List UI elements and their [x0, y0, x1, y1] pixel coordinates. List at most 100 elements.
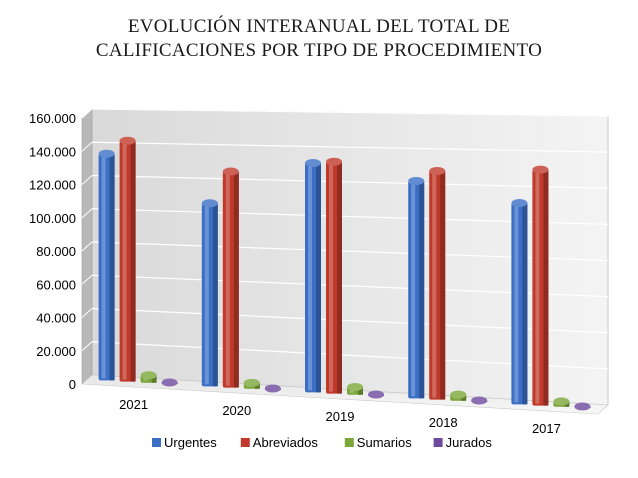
- gridline-side: [81, 241, 93, 252]
- bar-shade: [461, 394, 467, 401]
- bar-top: [201, 199, 218, 208]
- bar-top: [222, 167, 239, 176]
- bar-highlight: [514, 205, 519, 403]
- bar-abreviados-2020: [222, 167, 239, 388]
- x-tick-label: 2021: [119, 397, 148, 412]
- bar-jurados-2019: [368, 390, 384, 399]
- gridline-side: [81, 108, 93, 119]
- bar-highlight: [204, 205, 209, 385]
- gridline: [91, 108, 609, 117]
- bar-shade: [233, 171, 239, 388]
- y-tick-label: 140.000: [29, 144, 76, 159]
- bar-sumarios-2020: [243, 378, 260, 389]
- bar-abreviados-2018: [429, 166, 446, 400]
- y-tick-label: 0: [69, 377, 76, 392]
- chart-title-line-2: CALIFICACIONES POR TIPO DE PROCEDIMIENTO: [96, 40, 542, 61]
- bar-shade: [254, 382, 260, 389]
- gridline-side: [81, 175, 93, 185]
- bar-urgentes-2021: [98, 149, 115, 381]
- bar-jurados-2017: [574, 402, 591, 411]
- bar-sumarios-2018: [450, 390, 467, 401]
- bar-jurados-2020: [264, 384, 281, 393]
- gridline-side: [81, 274, 93, 285]
- bar-highlight: [143, 377, 148, 381]
- bar-jurados-2018: [471, 396, 488, 405]
- bar-shade: [151, 375, 157, 383]
- bar-highlight: [329, 163, 333, 392]
- legend-swatch-abreviados: [240, 438, 250, 447]
- bar-top: [408, 176, 425, 185]
- bar-urgentes-2020: [201, 199, 218, 387]
- bar-sumarios-2019: [347, 382, 363, 395]
- bar-top: [326, 157, 342, 166]
- legend-swatch-urgentes: [152, 438, 161, 447]
- bar-shade: [337, 161, 342, 394]
- bar-top: [119, 136, 136, 145]
- legend-label-sumarios: Sumarios: [357, 435, 412, 450]
- gridline-side: [81, 308, 93, 318]
- bar-shade: [522, 203, 528, 405]
- bar-top: [98, 149, 115, 158]
- bar-shade: [109, 153, 115, 381]
- bar-highlight: [432, 172, 437, 398]
- back-wall: [91, 108, 609, 406]
- y-tick-label: 80.000: [36, 244, 76, 259]
- x-tick-label: 2020: [222, 403, 251, 418]
- plot-area: 0 20.000 40.000 60.000 80.000 100.000 120.000 1…: [29, 108, 609, 436]
- bar-shade: [358, 386, 363, 395]
- legend-label-jurados: Jurados: [446, 435, 493, 450]
- bar-top: [305, 159, 321, 168]
- legend-label-abreviados: Abreviados: [253, 435, 319, 450]
- bar-top: [243, 378, 260, 387]
- gridline: [91, 141, 609, 153]
- bar-highlight: [411, 182, 416, 397]
- y-tick-label: 100.000: [29, 211, 76, 226]
- bar-top: [511, 199, 528, 208]
- bar-top: [450, 390, 467, 399]
- bar-sumarios-2017: [553, 397, 570, 407]
- bar-highlight: [308, 165, 312, 391]
- bar-top: [161, 378, 178, 387]
- bar-shade: [130, 140, 136, 382]
- gridline-side: [81, 141, 93, 152]
- gridline-side: [81, 341, 93, 352]
- x-tick-label: 2018: [429, 415, 458, 430]
- bar-top: [347, 382, 363, 391]
- chart-title-line-1: EVOLUCIÓN INTERANUAL DEL TOTAL DE: [128, 15, 510, 37]
- gridline-side: [81, 208, 93, 219]
- y-tick-label: 40.000: [36, 311, 76, 326]
- bar-top: [574, 402, 591, 411]
- x-tick-label: 2019: [326, 409, 355, 424]
- bar-top: [368, 390, 384, 399]
- legend-swatch-sumarios: [344, 438, 354, 447]
- bar-top: [553, 397, 570, 406]
- y-tick-label: 60.000: [36, 277, 76, 292]
- bar-shade: [419, 180, 425, 399]
- bar-top: [140, 371, 157, 380]
- legend-swatch-jurados: [433, 438, 443, 447]
- bar-abreviados-2021: [119, 136, 136, 382]
- bar-jurados-2021: [161, 378, 178, 387]
- bar-highlight: [535, 171, 540, 404]
- x-tick-label: 2017: [532, 421, 561, 436]
- bar-highlight: [225, 173, 230, 386]
- bar-sumarios-2021: [140, 371, 157, 383]
- bar-abreviados-2017: [532, 165, 549, 406]
- gridline: [91, 174, 609, 189]
- bar-urgentes-2019: [305, 159, 321, 393]
- bar-highlight: [122, 142, 127, 380]
- bar-shade: [440, 170, 446, 400]
- y-tick-label: 20.000: [36, 344, 76, 359]
- bar-top: [429, 166, 446, 175]
- bar-highlight: [350, 388, 354, 393]
- bar-top: [471, 396, 488, 405]
- bar-shade: [316, 163, 321, 393]
- bar-urgentes-2017: [511, 199, 528, 405]
- bar-shade: [543, 169, 549, 406]
- bar-top: [264, 384, 281, 393]
- bar-abreviados-2019: [326, 157, 342, 394]
- legend: Urgentes Abreviados Sumarios Jurados: [152, 435, 492, 450]
- bar-top: [532, 165, 549, 174]
